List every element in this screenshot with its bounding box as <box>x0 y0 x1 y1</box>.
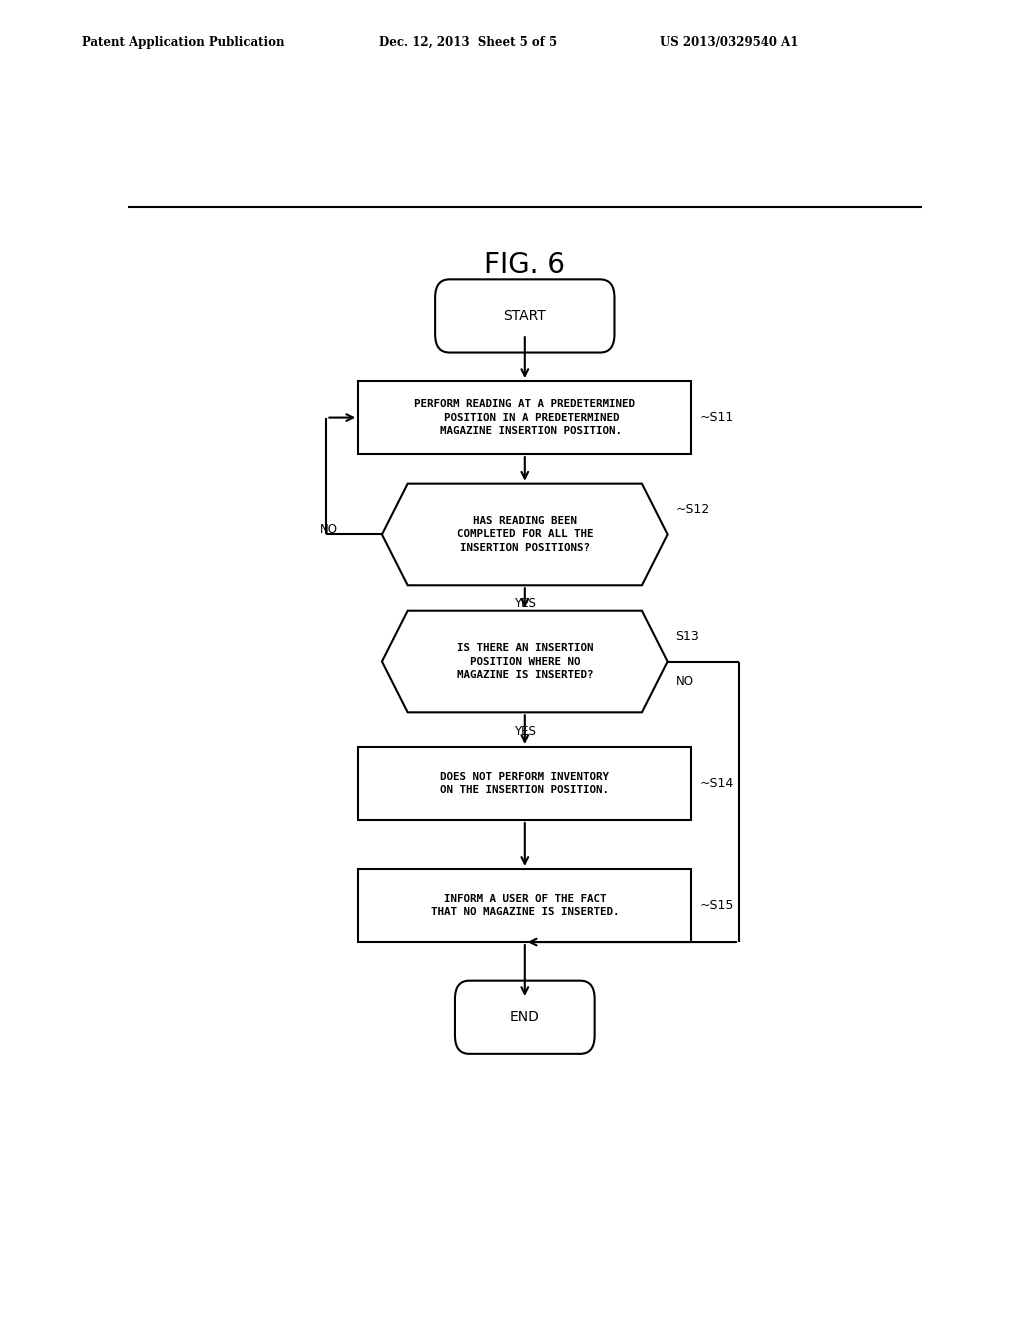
Text: Patent Application Publication: Patent Application Publication <box>82 36 285 49</box>
Text: ~S12: ~S12 <box>676 503 710 516</box>
Text: ~S11: ~S11 <box>699 411 733 424</box>
Text: US 2013/0329540 A1: US 2013/0329540 A1 <box>660 36 799 49</box>
Text: YES: YES <box>514 725 536 738</box>
Text: INFORM A USER OF THE FACT
THAT NO MAGAZINE IS INSERTED.: INFORM A USER OF THE FACT THAT NO MAGAZI… <box>430 894 620 917</box>
Text: DOES NOT PERFORM INVENTORY
ON THE INSERTION POSITION.: DOES NOT PERFORM INVENTORY ON THE INSERT… <box>440 772 609 795</box>
Bar <box>358 381 691 454</box>
Text: YES: YES <box>514 598 536 610</box>
FancyBboxPatch shape <box>435 280 614 352</box>
Polygon shape <box>382 483 668 585</box>
Text: ~S15: ~S15 <box>699 899 734 912</box>
FancyBboxPatch shape <box>455 981 595 1053</box>
Text: FIG. 6: FIG. 6 <box>484 251 565 279</box>
Text: Dec. 12, 2013  Sheet 5 of 5: Dec. 12, 2013 Sheet 5 of 5 <box>379 36 557 49</box>
Text: HAS READING BEEN
COMPLETED FOR ALL THE
INSERTION POSITIONS?: HAS READING BEEN COMPLETED FOR ALL THE I… <box>457 516 593 553</box>
Bar <box>358 869 691 942</box>
Text: ~S14: ~S14 <box>699 777 733 789</box>
Text: PERFORM READING AT A PREDETERMINED
  POSITION IN A PREDETERMINED
  MAGAZINE INSE: PERFORM READING AT A PREDETERMINED POSIT… <box>415 400 635 436</box>
Text: END: END <box>510 1010 540 1024</box>
Text: IS THERE AN INSERTION
POSITION WHERE NO
MAGAZINE IS INSERTED?: IS THERE AN INSERTION POSITION WHERE NO … <box>457 643 593 680</box>
Text: NO: NO <box>321 523 338 536</box>
Text: NO: NO <box>676 676 693 688</box>
Text: S13: S13 <box>676 630 699 643</box>
Polygon shape <box>382 611 668 713</box>
Text: START: START <box>504 309 546 323</box>
Bar <box>358 747 691 820</box>
